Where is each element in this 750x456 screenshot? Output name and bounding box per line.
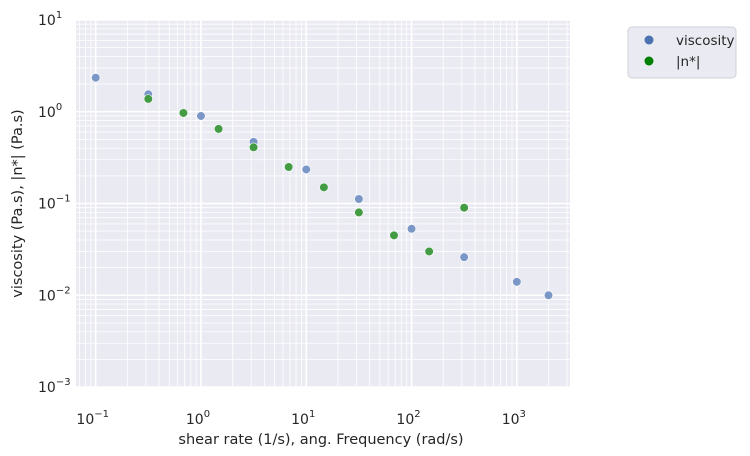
x-tick-label: 102 <box>396 409 420 428</box>
data-point <box>178 108 189 118</box>
x-tick-label: 101 <box>291 409 315 428</box>
data-point <box>459 252 469 262</box>
legend-label-n-star: |n*| <box>676 54 700 70</box>
data-point <box>143 94 153 104</box>
y-tick-label: 10−3 <box>38 377 71 396</box>
y-tick-label: 10−1 <box>38 194 71 213</box>
data-point <box>196 111 206 121</box>
data-point <box>543 290 554 300</box>
legend-marker-n-star <box>644 56 654 66</box>
data-point <box>389 230 399 240</box>
legend-label-viscosity: viscosity <box>676 33 735 49</box>
data-point <box>248 142 259 152</box>
data-point <box>91 73 101 83</box>
legend: viscosity |n*| <box>627 26 737 79</box>
legend-box <box>627 26 737 79</box>
data-point <box>354 207 364 217</box>
x-tick-label: 103 <box>502 409 526 428</box>
series-n-star <box>143 94 469 257</box>
y-axis-label: viscosity (Pa.s), |n*| (Pa.s) <box>10 109 26 297</box>
x-tick-labels: 10−1 100 101 102 103 <box>76 409 526 428</box>
x-tick-label: 100 <box>186 409 210 428</box>
data-point <box>354 194 364 204</box>
y-tick-labels: 10−3 10−2 10−1 100 101 <box>38 10 71 396</box>
y-tick-label: 101 <box>38 10 62 29</box>
y-tick-label: 100 <box>38 102 62 121</box>
data-point <box>512 277 522 287</box>
y-tick-label: 10−2 <box>38 285 71 304</box>
x-tick-label: 10−1 <box>76 409 109 428</box>
x-axis-label: shear rate (1/s), ang. Frequency (rad/s) <box>178 432 463 448</box>
series-viscosity <box>91 73 554 300</box>
data-point <box>406 224 417 234</box>
data-point <box>284 162 294 172</box>
legend-marker-viscosity <box>644 35 654 45</box>
data-point <box>319 182 329 192</box>
data-point <box>424 246 434 257</box>
data-points <box>91 73 554 300</box>
data-point <box>459 203 469 213</box>
data-point <box>301 164 311 175</box>
data-point <box>213 124 224 134</box>
